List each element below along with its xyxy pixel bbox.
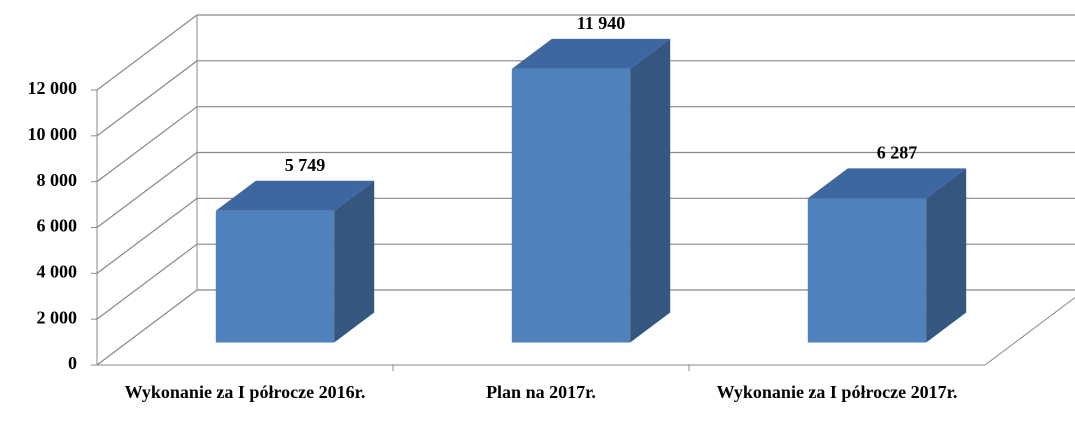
bar-side: [630, 38, 671, 343]
y-tick-label: 4 000: [37, 261, 78, 281]
value-label: 5 749: [285, 155, 326, 175]
grid-line: [96, 197, 1075, 274]
y-tick-label: 8 000: [37, 170, 78, 190]
grid-line: [96, 60, 1075, 137]
bar-top: [807, 168, 967, 199]
y-tick-label: 6 000: [37, 216, 78, 236]
grid-line: [96, 289, 1075, 366]
grid-line: [96, 106, 1075, 183]
value-label: 11 940: [577, 13, 626, 33]
x-tick-label: Wykonanie za I półrocze 2017r.: [716, 382, 958, 402]
y-tick-label: 2 000: [37, 307, 78, 327]
bar-side: [334, 180, 375, 343]
y-tick-label: 0: [68, 353, 77, 373]
bar-front: [807, 198, 927, 343]
grid-line: [96, 243, 1075, 320]
grid-line: [96, 14, 1075, 91]
grid-line: [96, 151, 1075, 228]
y-tick-label: 10 000: [28, 124, 78, 144]
bar-top: [215, 180, 375, 211]
x-tick-label: Plan na 2017r.: [486, 382, 596, 402]
bar-front: [215, 210, 335, 343]
x-tick-label: Wykonanie za I półrocze 2016r.: [124, 382, 366, 402]
y-tick-label: 12 000: [28, 78, 78, 98]
bar-top: [511, 38, 671, 69]
bar-front: [511, 68, 631, 343]
value-label: 6 287: [877, 143, 918, 163]
bar-side: [926, 168, 967, 343]
floor-edge: [984, 297, 1075, 366]
